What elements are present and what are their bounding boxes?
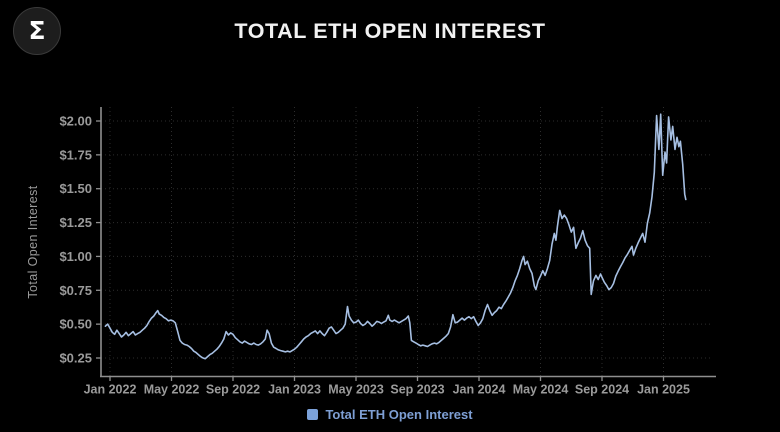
y-tick-label: $1.00 [59,249,92,264]
x-tick-label: May 2023 [328,383,384,397]
x-tick-label: Sep 2022 [206,383,260,397]
axis-tick-labels: $0.25 $0.50 $0.75 $1.00 $1.25 $1.50 $1.75 $2.00… [59,114,690,397]
x-tick-label: May 2022 [144,383,200,397]
y-tick-label: $2.00 [59,114,92,129]
series-lines [104,113,687,360]
y-tick-label: $0.75 [59,283,92,298]
y-tick-label: $1.25 [59,215,92,230]
app-logo[interactable]: Σ [13,7,61,55]
legend-marker [307,409,319,420]
x-tick-label: Sep 2023 [390,383,444,397]
legend-label: Total ETH Open Interest [325,407,473,422]
series-line [104,113,687,360]
gridlines [101,107,713,377]
chart-title: TOTAL ETH OPEN INTEREST [234,18,546,43]
y-tick-label: $1.75 [59,147,92,162]
x-tick-label: Jan 2023 [268,383,321,397]
x-tick-label: May 2024 [513,383,569,397]
axes [96,107,716,381]
y-axis-title: Total Open Interest [26,185,40,298]
legend[interactable]: Total ETH Open Interest [0,407,780,422]
y-tick-label: $0.50 [59,317,92,332]
y-tick-label: $0.25 [59,351,92,366]
x-tick-label: Jan 2024 [453,383,506,397]
x-tick-label: Jan 2022 [84,383,137,397]
y-tick-label: $1.50 [59,181,92,196]
x-tick-label: Jan 2025 [637,383,690,397]
x-tick-label: Sep 2024 [575,383,629,397]
sigma-logo-icon: Σ [28,15,46,45]
